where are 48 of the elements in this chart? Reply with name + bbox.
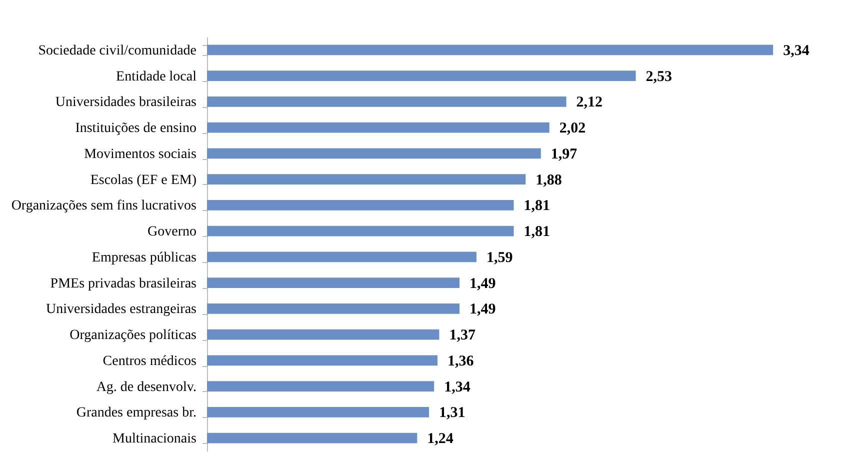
bar [207, 148, 541, 159]
data-label: 1,49 [470, 276, 496, 292]
y-tick-label: Multinacionais [112, 432, 196, 447]
bar [207, 96, 566, 107]
data-label: 1,88 [536, 172, 562, 188]
data-label: 1,81 [524, 198, 550, 214]
bar [207, 70, 636, 81]
bar [207, 432, 418, 444]
data-label: 1,37 [449, 328, 476, 344]
y-tick-label: Governo [148, 224, 196, 240]
data-label: 1,31 [439, 405, 466, 422]
data-label: 1,81 [524, 224, 550, 240]
y-tick-label: Movimentos sociais [84, 146, 196, 162]
y-tick-label: Organizações políticas [70, 328, 196, 344]
data-label: 1,34 [444, 379, 471, 396]
y-tick-label: Ag. de desenvolv. [96, 380, 196, 395]
bar [207, 355, 438, 366]
bar [207, 200, 514, 210]
data-label: 1,59 [486, 250, 513, 266]
bar [207, 329, 440, 340]
bar [207, 278, 460, 288]
y-tick-label: Centros médicos [102, 354, 196, 369]
data-label: 1,49 [470, 302, 496, 318]
y-tick-label: Empresas públicas [92, 250, 196, 266]
bar [207, 407, 430, 418]
y-tick-label: Grandes empresas br. [76, 406, 196, 421]
bar [207, 304, 460, 314]
y-tick-label: Universidades estrangeiras [46, 302, 196, 318]
bar [207, 381, 434, 392]
bar [207, 226, 514, 236]
bar [207, 174, 526, 184]
y-tick-label: PMEs privadas brasileiras [50, 276, 196, 292]
data-label: 2,12 [576, 94, 603, 111]
data-label: 1,97 [550, 146, 578, 162]
y-tick-label: Sociedade civil/comunidade [38, 43, 196, 58]
y-tick-label: Escolas (EF e EM) [90, 172, 197, 188]
y-tick-label: Instituições de ensino [75, 121, 196, 136]
bar [207, 44, 774, 56]
bar [207, 122, 550, 133]
data-label: 2,53 [646, 68, 672, 85]
data-label: 1,24 [427, 431, 454, 448]
data-label: 3,34 [783, 42, 810, 59]
y-tick-label: Organizações sem fins lucrativos [11, 198, 196, 214]
data-label: 2,02 [559, 120, 586, 137]
y-tick-label: Universidades brasileiras [55, 95, 196, 110]
bar [207, 252, 476, 262]
y-tick-label: Entidade local [116, 69, 197, 84]
data-label: 1,36 [447, 353, 474, 370]
